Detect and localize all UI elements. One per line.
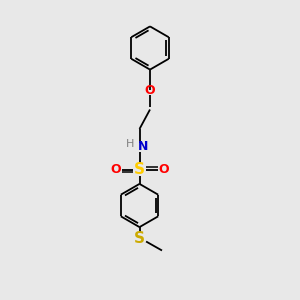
Text: S: S — [134, 231, 145, 246]
Text: N: N — [138, 140, 148, 154]
Text: O: O — [110, 163, 121, 176]
Text: O: O — [145, 83, 155, 97]
Text: S: S — [134, 162, 145, 177]
Text: O: O — [158, 163, 169, 176]
Text: H: H — [126, 139, 134, 149]
